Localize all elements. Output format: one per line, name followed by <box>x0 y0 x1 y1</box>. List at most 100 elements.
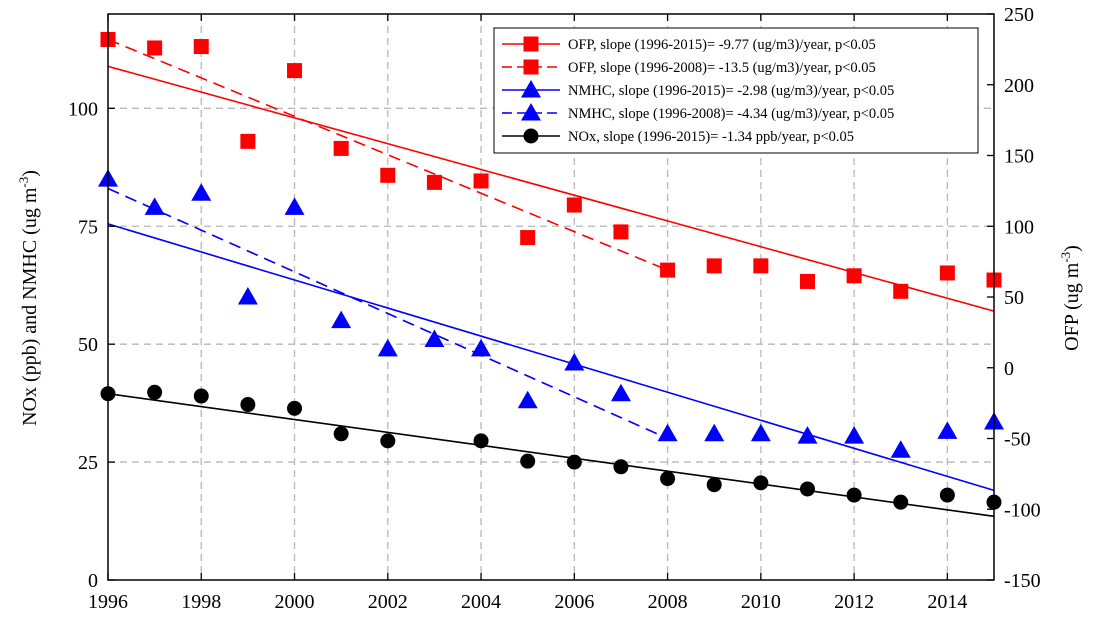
x-tick-label: 2004 <box>461 591 501 613</box>
x-tick-label: 2012 <box>834 591 874 613</box>
trend-lines <box>107 38 995 518</box>
nmhc-data-point <box>237 287 258 305</box>
nox-data-point <box>893 494 909 510</box>
x-tick-label: 2008 <box>648 591 688 613</box>
ofp-data-point <box>660 262 676 278</box>
ofp-data-point <box>846 268 862 284</box>
y-right-axis-title: OFP (ug m-3) <box>1058 245 1083 351</box>
nmhc-data-point <box>844 426 865 444</box>
legend-label: NOx, slope (1996-2015)= -1.34 ppb/year, … <box>568 129 854 145</box>
nmhc-data-point <box>284 197 305 215</box>
nox-data-point <box>753 475 769 491</box>
trend-line-nox-1996-2015 <box>107 392 995 518</box>
y-left-tick-label: 25 <box>78 452 98 474</box>
ofp-data-point <box>893 283 909 299</box>
nmhc-data-point <box>750 423 771 442</box>
y-left-axis-title: NOx (ppb) and NMHC (ug m-3) <box>16 170 41 426</box>
nox-data-point <box>939 487 955 503</box>
nox-data-point <box>566 454 582 470</box>
nmhc-data-point <box>937 421 958 439</box>
ofp-data-point <box>147 40 163 56</box>
ofp-data-point <box>333 140 349 156</box>
nox-data-point <box>287 400 303 416</box>
axis-ticks: 1996 1998 2000 2002 2004 2006 2008 2010 2012 2014… <box>68 4 1041 613</box>
x-tick-label: 2002 <box>368 591 408 613</box>
nmhc-data-point <box>657 423 678 442</box>
trend-line-ofp-1996-2008 <box>107 38 668 271</box>
legend-box <box>493 27 979 154</box>
nmhc-data-point <box>377 338 398 357</box>
y-right-tick-label: 200 <box>1004 75 1034 97</box>
legend-marker <box>523 36 539 52</box>
ofp-data-point <box>799 273 815 289</box>
trend-line-ofp-1996-2015 <box>107 65 995 312</box>
y-right-tick-label: -50 <box>1004 429 1031 451</box>
ofp-data-point <box>753 258 769 274</box>
nox-data-point <box>333 426 349 442</box>
ofp-data-point <box>566 197 582 213</box>
ofp-data-point <box>520 230 536 246</box>
y-right-tick-label: -150 <box>1004 570 1041 592</box>
x-tick-label: 1998 <box>181 591 221 613</box>
nox-data-point <box>193 388 209 404</box>
x-tick-label: 1996 <box>88 591 128 613</box>
ofp-data-point <box>193 39 209 55</box>
y-right-tick-label: 50 <box>1004 287 1024 309</box>
legend-marker <box>523 128 539 144</box>
nox-data-point <box>147 384 163 400</box>
y-right-tick-label: 250 <box>1004 4 1034 26</box>
legend-label: OFP, slope (1996-2008)= -13.5 (ug/m3)/ye… <box>568 60 876 76</box>
nmhc-data-point <box>471 338 492 357</box>
nmhc-data-point <box>797 426 818 444</box>
ofp-data-point <box>380 167 396 183</box>
nmhc-data-point <box>331 310 352 329</box>
ofp-data-point <box>473 173 489 189</box>
ofp-data-point <box>939 265 955 281</box>
nox-data-point <box>706 477 722 493</box>
legend-marker <box>523 59 539 75</box>
nox-data-point <box>846 487 862 503</box>
nmhc-data-point <box>564 353 585 371</box>
trend-line-nmhc-1996-2015 <box>107 223 995 492</box>
x-tick-label: 2010 <box>741 591 781 613</box>
y-left-tick-label: 0 <box>88 570 98 592</box>
x-tick-label: 2006 <box>554 591 594 613</box>
x-tick-label: 2014 <box>927 591 967 613</box>
nox-data-point <box>613 459 629 475</box>
legend-label: NMHC, slope (1996-2015)= -2.98 (ug/m3)/y… <box>568 83 894 99</box>
ofp-data-point <box>706 258 722 274</box>
nmhc-data-point <box>890 440 911 458</box>
y-right-tick-label: 0 <box>1004 358 1014 380</box>
legend-label: OFP, slope (1996-2015)= -9.77 (ug/m3)/ye… <box>568 37 876 53</box>
nox-data-point <box>380 433 396 449</box>
legend-marker <box>521 80 541 98</box>
y-left-tick-label: 100 <box>68 98 98 120</box>
legend-marker <box>521 103 541 121</box>
trend-line-nmhc-1996-2008 <box>107 187 668 440</box>
nmhc-data-point <box>191 183 212 201</box>
legend-label: NMHC, slope (1996-2008)= -4.34 (ug/m3)/y… <box>568 106 894 122</box>
nmhc-data-point <box>424 329 445 347</box>
nmhc-data-point <box>610 383 631 402</box>
ofp-data-point <box>426 174 442 190</box>
legend: OFP, slope (1996-2015)= -9.77 (ug/m3)/ye… <box>493 27 979 154</box>
nmhc-data-point <box>144 197 165 215</box>
nmhc-data-point <box>517 390 538 409</box>
y-right-tick-label: 150 <box>1004 146 1034 168</box>
y-right-tick-label: 100 <box>1004 216 1034 238</box>
y-left-tick-label: 50 <box>78 334 98 356</box>
nox-data-point <box>660 471 676 487</box>
y-right-tick-label: -100 <box>1004 499 1041 521</box>
nox-data-point <box>520 453 536 469</box>
nox-data-point <box>799 481 815 497</box>
ofp-data-point <box>613 224 629 240</box>
nox-data-point <box>473 433 489 449</box>
nmhc-data-point <box>704 423 725 442</box>
ofp-data-point <box>287 63 303 79</box>
nox-data-point <box>240 397 256 413</box>
data-markers <box>98 31 1004 510</box>
x-tick-label: 2000 <box>275 591 315 613</box>
y-left-tick-label: 75 <box>78 216 98 238</box>
ofp-data-point <box>240 133 256 149</box>
